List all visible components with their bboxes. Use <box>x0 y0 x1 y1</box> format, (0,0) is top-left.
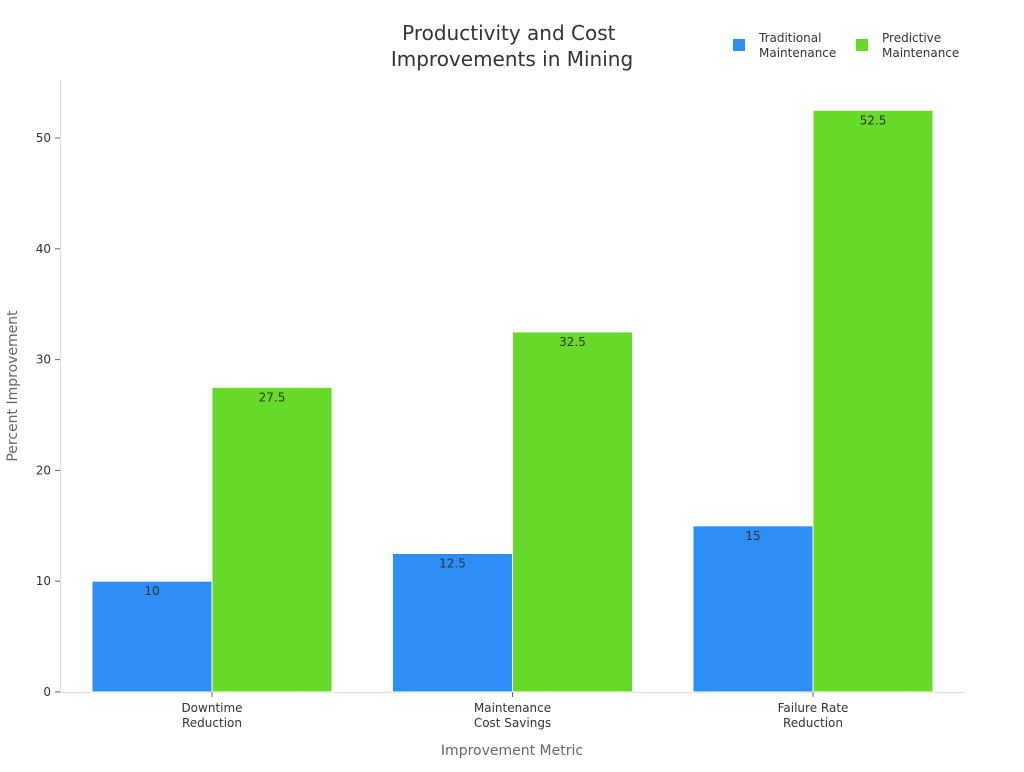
legend-swatch-predictive <box>856 39 868 51</box>
legend-label-predictive: Predictive Maintenance <box>882 31 959 60</box>
data-label-predictive-1: 32.5 <box>559 335 586 349</box>
y-axis-label: Percent Improvement <box>5 310 21 462</box>
chart-title-line-1: Productivity and Cost <box>402 21 616 45</box>
y-tick-label: 50 <box>36 131 51 145</box>
y-tick-label: 10 <box>36 574 51 588</box>
bar-traditional-0 <box>91 580 213 693</box>
y-tick-label: 20 <box>36 463 51 477</box>
x-tick-label-line: Downtime <box>181 701 242 715</box>
y-tick-label: 30 <box>36 353 51 367</box>
x-tick-label-0: Downtime Reduction <box>181 701 242 730</box>
y-tick-label: 0 <box>43 685 51 699</box>
x-tick-label-line: Reduction <box>182 716 242 730</box>
x-axis-label: Improvement Metric <box>441 743 583 759</box>
y-ticks: 0 10 20 30 40 50 <box>36 131 60 699</box>
legend-swatch-traditional <box>733 39 745 51</box>
x-tick-label-line: Reduction <box>783 716 843 730</box>
legend-label-predictive-line-2: Maintenance <box>882 46 959 60</box>
data-label-predictive-2: 52.5 <box>860 113 887 127</box>
x-tick-label-2: Failure Rate Reduction <box>778 701 849 730</box>
legend-label-traditional: Traditional Maintenance <box>758 31 836 60</box>
x-tick-label-1: Maintenance Cost Savings <box>474 701 551 730</box>
legend-label-predictive-line-1: Predictive <box>882 31 941 45</box>
data-label-traditional-2: 15 <box>745 529 760 543</box>
chart-title: Productivity and Cost Improvements in Mi… <box>391 21 633 71</box>
legend: Traditional Maintenance Predictive Maint… <box>733 31 959 60</box>
x-tick-label-line: Maintenance <box>474 701 551 715</box>
bar-traditional-2 <box>692 525 814 693</box>
bars: 10 27.5 12.5 32.5 15 52.5 <box>91 109 934 693</box>
legend-label-traditional-line-1: Traditional <box>758 31 821 45</box>
data-label-traditional-1: 12.5 <box>439 557 466 571</box>
bar-predictive-2 <box>812 109 934 693</box>
x-tick-label-line: Cost Savings <box>474 716 551 730</box>
data-label-predictive-0: 27.5 <box>259 390 286 404</box>
bar-predictive-1 <box>512 331 633 693</box>
bar-traditional-1 <box>392 553 513 693</box>
x-tick-label-line: Failure Rate <box>778 701 849 715</box>
legend-label-traditional-line-2: Maintenance <box>759 46 836 60</box>
chart-title-line-2: Improvements in Mining <box>391 47 633 71</box>
data-label-traditional-0: 10 <box>144 584 159 598</box>
y-tick-label: 40 <box>36 242 51 256</box>
bar-predictive-0 <box>211 386 333 693</box>
